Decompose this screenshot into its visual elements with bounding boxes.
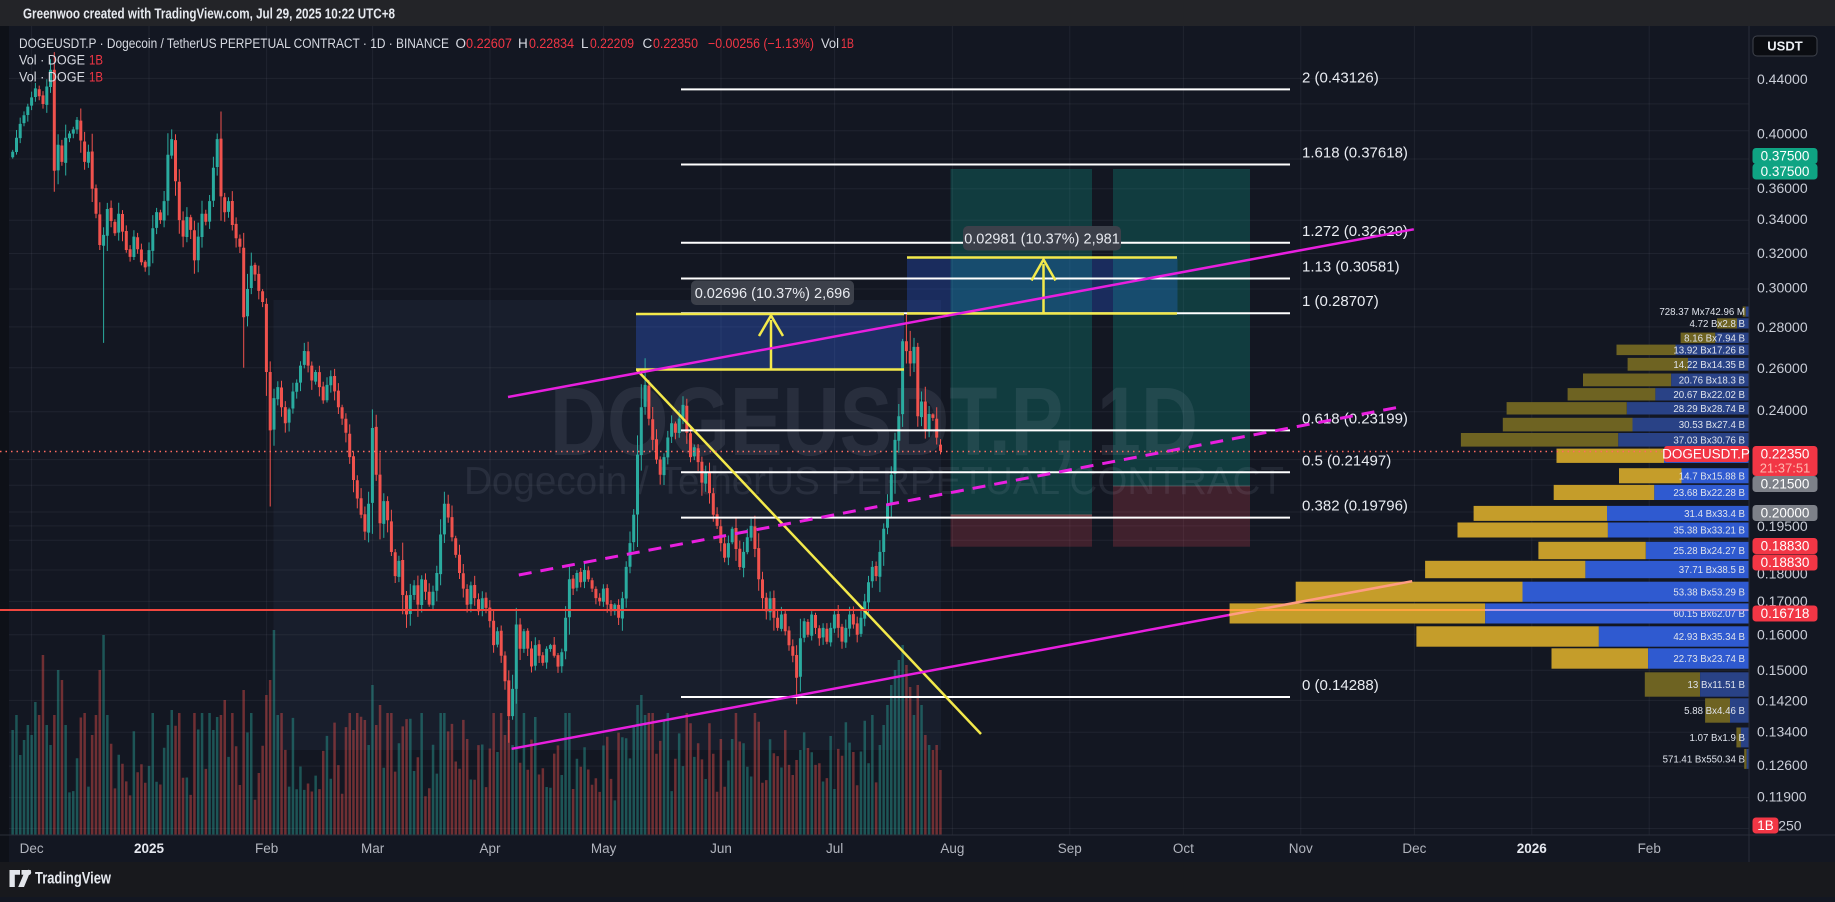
svg-text:53.38 Bx53.29 B: 53.38 Bx53.29 B	[1673, 587, 1745, 598]
svg-text:0.34000: 0.34000	[1757, 211, 1808, 227]
svg-text:8.16 Bx7.94 B: 8.16 Bx7.94 B	[1684, 333, 1745, 344]
svg-text:0.22209: 0.22209	[590, 36, 634, 51]
svg-text:1.13 (0.30581): 1.13 (0.30581)	[1302, 259, 1400, 276]
svg-text:May: May	[591, 841, 617, 856]
svg-text:23.68 Bx22.28 B: 23.68 Bx22.28 B	[1673, 488, 1745, 499]
svg-text:Jul: Jul	[826, 841, 843, 856]
svg-text:0.22350: 0.22350	[653, 36, 698, 51]
svg-text:0.32000: 0.32000	[1757, 245, 1808, 261]
svg-text:0.17000: 0.17000	[1757, 593, 1808, 609]
svg-text:20.67 Bx22.02 B: 20.67 Bx22.02 B	[1673, 390, 1745, 401]
svg-text:Sep: Sep	[1058, 841, 1082, 856]
svg-text:2026: 2026	[1517, 841, 1548, 856]
svg-text:0.18830: 0.18830	[1761, 555, 1810, 570]
svg-text:Nov: Nov	[1289, 841, 1313, 856]
svg-text:0.618 (0.23199): 0.618 (0.23199)	[1302, 410, 1408, 427]
svg-text:1.618 (0.37618): 1.618 (0.37618)	[1302, 145, 1408, 162]
svg-text:13.92 Bx17.26 B: 13.92 Bx17.26 B	[1673, 345, 1745, 356]
svg-text:L: L	[581, 36, 589, 51]
svg-text:0.13400: 0.13400	[1757, 724, 1808, 740]
svg-text:H: H	[518, 36, 528, 51]
svg-text:60.15 Bx62.07 B: 60.15 Bx62.07 B	[1673, 609, 1745, 620]
svg-text:Greenwoo created with TradingV: Greenwoo created with TradingView.com, J…	[23, 7, 395, 23]
svg-text:0.02981 (10.37%) 2,981: 0.02981 (10.37%) 2,981	[964, 231, 1120, 247]
svg-text:21:37:51: 21:37:51	[1760, 461, 1811, 476]
svg-text:Dogecoin / TetherUS PERPETUAL: Dogecoin / TetherUS PERPETUAL CONTRACT	[464, 460, 1284, 503]
svg-text:Vol · DOGE: Vol · DOGE	[19, 70, 85, 85]
svg-text:1 (0.28707): 1 (0.28707)	[1302, 293, 1379, 310]
svg-text:0.37500: 0.37500	[1761, 164, 1810, 179]
svg-text:0.21500: 0.21500	[1761, 477, 1810, 492]
svg-text:0 (0.14288): 0 (0.14288)	[1302, 677, 1379, 694]
svg-text:37.03 Bx30.76 B: 37.03 Bx30.76 B	[1673, 435, 1745, 446]
svg-text:C: C	[643, 36, 653, 51]
svg-text:22.73 Bx23.74 B: 22.73 Bx23.74 B	[1673, 654, 1745, 665]
svg-text:0.16718: 0.16718	[1761, 606, 1810, 621]
svg-text:0.28000: 0.28000	[1757, 319, 1808, 335]
svg-text:571.41 Bx550.34 B: 571.41 Bx550.34 B	[1663, 755, 1745, 766]
svg-text:0.26000: 0.26000	[1757, 360, 1808, 376]
svg-text:USDT: USDT	[1767, 39, 1802, 54]
svg-text:2 (0.43126): 2 (0.43126)	[1302, 69, 1379, 86]
svg-text:20.76 Bx18.3 B: 20.76 Bx18.3 B	[1679, 375, 1745, 386]
svg-text:1B: 1B	[841, 36, 854, 51]
svg-text:Dec: Dec	[20, 841, 44, 856]
svg-text:2025: 2025	[134, 841, 165, 856]
svg-text:0.5 (0.21497): 0.5 (0.21497)	[1302, 452, 1391, 469]
svg-text:Mar: Mar	[361, 841, 385, 856]
svg-text:1B: 1B	[89, 70, 103, 85]
svg-text:Vol · DOGE: Vol · DOGE	[19, 53, 85, 68]
svg-text:Apr: Apr	[479, 841, 501, 856]
svg-text:Feb: Feb	[1638, 841, 1661, 856]
svg-text:DOGEUSDT.P · Dogecoin / Tether: DOGEUSDT.P · Dogecoin / TetherUS PERPETU…	[19, 36, 449, 51]
svg-text:Dec: Dec	[1402, 841, 1426, 856]
svg-text:35.38 Bx33.21 B: 35.38 Bx33.21 B	[1673, 526, 1745, 537]
svg-text:0.16000: 0.16000	[1757, 626, 1808, 642]
svg-text:728.37 Mx742.96 M: 728.37 Mx742.96 M	[1659, 307, 1745, 318]
svg-text:0.02696 (10.37%) 2,696: 0.02696 (10.37%) 2,696	[695, 286, 851, 302]
svg-text:DOGEUSDT.P: DOGEUSDT.P	[1662, 447, 1750, 462]
svg-text:31.4 Bx33.4 B: 31.4 Bx33.4 B	[1684, 509, 1745, 520]
svg-text:0.19500: 0.19500	[1757, 518, 1808, 534]
svg-text:0.40000: 0.40000	[1757, 125, 1808, 141]
svg-text:0.18830: 0.18830	[1761, 539, 1810, 554]
svg-text:37.71 Bx38.5 B: 37.71 Bx38.5 B	[1679, 565, 1745, 576]
svg-text:Jun: Jun	[710, 841, 732, 856]
svg-text:13 Bx11.51 B: 13 Bx11.51 B	[1688, 680, 1745, 691]
svg-text:Feb: Feb	[255, 841, 278, 856]
svg-text:1B: 1B	[1757, 818, 1774, 833]
svg-text:Aug: Aug	[940, 841, 964, 856]
svg-text:TradingView: TradingView	[35, 870, 111, 888]
svg-text:0.30000: 0.30000	[1757, 279, 1808, 295]
svg-text:0.36000: 0.36000	[1757, 180, 1808, 196]
svg-text:0.37500: 0.37500	[1761, 149, 1810, 164]
svg-text:28.29 Bx28.74 B: 28.29 Bx28.74 B	[1673, 404, 1745, 415]
svg-text:0.24000: 0.24000	[1757, 402, 1808, 418]
svg-text:4.72 Bx2.8 B: 4.72 Bx2.8 B	[1690, 319, 1745, 330]
svg-text:1.07 Bx1.9 B: 1.07 Bx1.9 B	[1690, 733, 1745, 744]
svg-text:25.28 Bx24.27 B: 25.28 Bx24.27 B	[1673, 546, 1745, 557]
svg-text:5.88 Bx4.46 B: 5.88 Bx4.46 B	[1684, 706, 1745, 717]
svg-text:0.382 (0.19796): 0.382 (0.19796)	[1302, 498, 1408, 515]
svg-text:1.272 (0.32629): 1.272 (0.32629)	[1302, 223, 1408, 240]
svg-text:14.7 Bx15.88 B: 14.7 Bx15.88 B	[1679, 471, 1745, 482]
svg-text:Vol: Vol	[821, 36, 839, 51]
svg-text:0.14200: 0.14200	[1757, 693, 1808, 709]
svg-text:0.22834: 0.22834	[529, 36, 574, 51]
svg-text:0.15000: 0.15000	[1757, 662, 1808, 678]
svg-text:O: O	[456, 36, 467, 51]
svg-text:30.53 Bx27.4 B: 30.53 Bx27.4 B	[1679, 420, 1745, 431]
svg-text:0.22350: 0.22350	[1761, 447, 1810, 462]
svg-text:42.93 Bx35.34 B: 42.93 Bx35.34 B	[1673, 632, 1745, 643]
svg-text:0.12600: 0.12600	[1757, 757, 1808, 773]
svg-text:0.22607: 0.22607	[466, 36, 512, 51]
svg-text:−0.00256 (−1.13%): −0.00256 (−1.13%)	[708, 36, 814, 51]
svg-text:14.22 Bx14.35 B: 14.22 Bx14.35 B	[1673, 360, 1745, 371]
svg-text:0.11900: 0.11900	[1757, 789, 1807, 805]
svg-text:0.20000: 0.20000	[1761, 506, 1810, 521]
svg-text:1B: 1B	[89, 53, 103, 68]
svg-text:0.44000: 0.44000	[1757, 71, 1808, 87]
svg-text:Oct: Oct	[1173, 841, 1194, 856]
